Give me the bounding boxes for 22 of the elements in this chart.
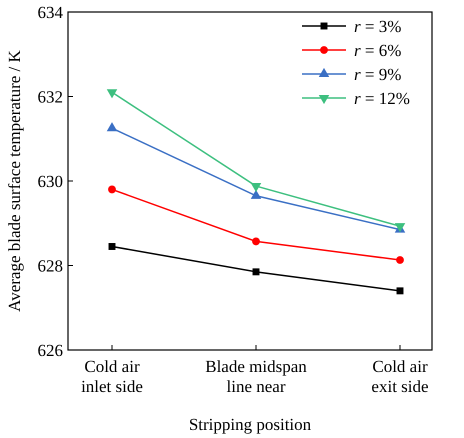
legend-label: r = 6% [354, 40, 402, 60]
x-tick-label: Cold air inlet side [81, 357, 143, 396]
legend-label: r = 12% [354, 88, 410, 108]
legend-label: r = 9% [354, 64, 402, 84]
y-tick-label: 634 [38, 2, 64, 22]
y-tick-label: 632 [38, 87, 63, 106]
point [396, 287, 404, 294]
legend-label: r = 3% [354, 16, 402, 36]
x-tick-label: Blade midspan line near [205, 357, 308, 396]
point [108, 186, 116, 194]
y-tick-label: 630 [38, 172, 63, 191]
point [108, 243, 116, 250]
point [396, 256, 404, 264]
point [252, 268, 260, 276]
point [250, 183, 262, 192]
x-tick-label: Cold air exit side [371, 357, 429, 396]
y-tick-label: 626 [38, 340, 63, 360]
point [252, 238, 260, 246]
y-axis-title: Average blade surface temperature / K [5, 49, 24, 312]
point [106, 89, 118, 98]
y-tick-label: 628 [38, 256, 63, 276]
x-axis-title: Stripping position [188, 415, 312, 434]
